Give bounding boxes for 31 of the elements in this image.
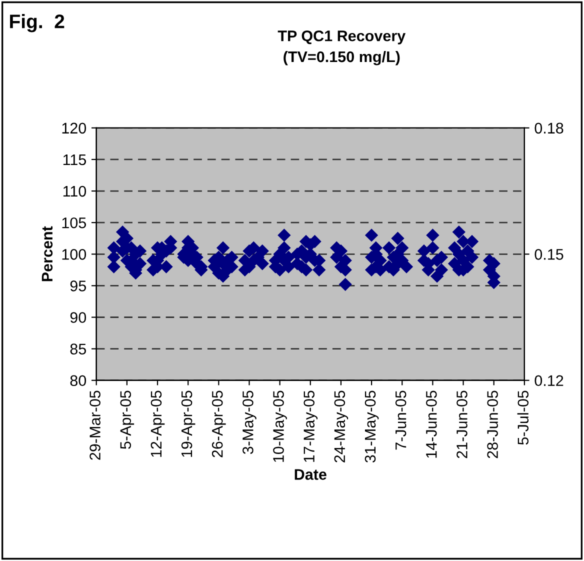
x-tick-label: 17-May-05 bbox=[304, 390, 318, 462]
chart-title: TP QC1 Recovery (TV=0.150 mg/L) bbox=[278, 30, 406, 66]
x-tick-label: 7-Jun-05 bbox=[395, 390, 406, 450]
x-tick-label: 28-Jun-05 bbox=[487, 390, 498, 458]
y-tick-label: 80 bbox=[70, 375, 86, 386]
y-tick-label: 120 bbox=[62, 122, 86, 134]
y-axis-title: Percent bbox=[42, 226, 53, 282]
y-tick-label: 85 bbox=[70, 344, 86, 354]
x-tick-label: 10-May-05 bbox=[273, 390, 287, 462]
y2-tick-label: 0.15 bbox=[534, 249, 564, 260]
x-tick-label: 24-May-05 bbox=[334, 390, 348, 462]
y-tick-label: 110 bbox=[63, 186, 86, 197]
x-tick-label: 5-Apr-05 bbox=[120, 390, 134, 449]
x-tick-label: 12-Apr-05 bbox=[150, 390, 165, 457]
y-tick-label: 105 bbox=[62, 217, 86, 228]
caption: Fig. 2 bbox=[10, 14, 64, 32]
x-axis-title: Date bbox=[294, 469, 326, 480]
y2-tick-label: 0.12 bbox=[534, 375, 564, 386]
x-tick-label: 5-Jul-05 bbox=[517, 390, 529, 445]
y-tick-label: 90 bbox=[70, 312, 86, 323]
y-tick-label: 95 bbox=[70, 280, 86, 292]
x-tick-label: 26-Apr-05 bbox=[212, 390, 226, 458]
x-tick-label: 29-Mar-05 bbox=[90, 390, 100, 460]
x-tick-label: 21-Jun-05 bbox=[456, 390, 468, 458]
x-tick-label: 19-Apr-05 bbox=[181, 390, 196, 457]
x-tick-label: 31-May-05 bbox=[364, 390, 379, 463]
y-tick-label: 115 bbox=[63, 154, 86, 166]
x-tick-label: 14-Jun-05 bbox=[426, 390, 437, 458]
y2-tick-label: 0.18 bbox=[534, 122, 564, 134]
x-tick-label: 3-May-05 bbox=[242, 390, 256, 454]
y-tick-label: 100 bbox=[62, 249, 86, 260]
